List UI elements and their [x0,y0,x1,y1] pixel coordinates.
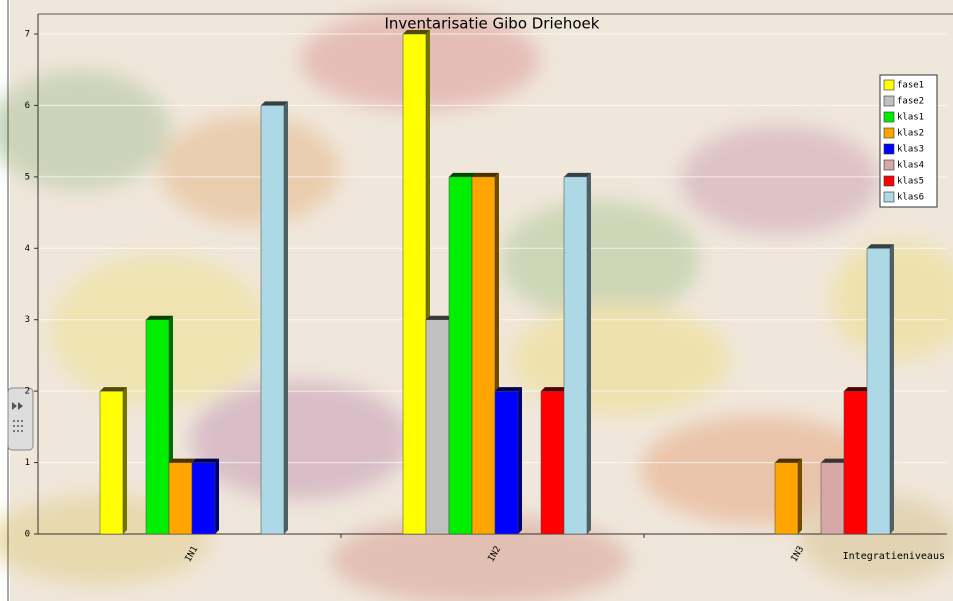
y-tick-label: 1 [25,458,30,468]
legend-swatch [884,192,894,202]
legend-swatch [884,112,894,122]
chart: Inventarisatie Gibo Driehoek Integratien… [0,0,953,601]
legend-box [880,75,937,207]
y-tick-label: 0 [25,530,30,540]
bar [821,463,844,534]
bar [192,463,215,534]
legend-label: fase2 [897,97,924,107]
legend-swatch [884,160,894,170]
bar [146,320,169,534]
bar-top [403,30,430,34]
bar-side [215,459,219,534]
bar [449,177,472,534]
y-tick-label: 5 [25,172,30,182]
bar-top [495,387,522,391]
bar-top [449,173,476,177]
bar [261,105,284,534]
bar [775,463,798,534]
bar [844,391,867,534]
legend-swatch [884,144,894,154]
bar-side [518,387,522,534]
legend-label: fase1 [897,81,924,91]
bar-top [169,459,196,463]
y-tick-label: 7 [25,30,30,40]
bar-top [867,244,894,248]
y-tick-label: 6 [25,101,30,111]
x-axis-label: Integratieniveaus [843,551,945,562]
bar [100,391,123,534]
bar [564,177,587,534]
bar [472,177,495,534]
bar-side [798,459,802,534]
y-tick-label: 2 [25,387,30,397]
page: Inventarisatie Gibo Driehoek Integratien… [0,0,953,601]
bar [867,248,890,534]
legend-label: klas6 [897,193,924,203]
bar-top [261,101,288,105]
bar-top [472,173,499,177]
side-toggle[interactable] [8,388,33,450]
y-tick-label: 3 [25,315,30,325]
legend-label: klas3 [897,145,924,155]
bar [495,391,518,534]
legend-label: klas4 [897,161,924,171]
legend-swatch [884,80,894,90]
legend-swatch [884,96,894,106]
bar [426,320,449,534]
legend-label: klas1 [897,113,924,123]
bar [541,391,564,534]
bar-side [284,101,288,534]
legend-swatch [884,128,894,138]
bar [403,34,426,534]
bar-top [775,459,802,463]
y-tick-label: 4 [25,244,30,254]
legend-label: klas2 [897,129,924,139]
legend-swatch [884,176,894,186]
bar-side [123,387,127,534]
bar-top [192,459,219,463]
bar-top [146,316,173,320]
legend: fase1 fase2 klas1 klas2 klas3 klas4 klas5 klas6 [880,75,937,207]
bar-side [890,244,894,534]
bar-top [100,387,127,391]
chart-title: Inventarisatie Gibo Driehoek [385,15,600,33]
bar-side [587,173,591,534]
bar [169,463,192,534]
legend-label: klas5 [897,177,924,187]
bar-top [564,173,591,177]
